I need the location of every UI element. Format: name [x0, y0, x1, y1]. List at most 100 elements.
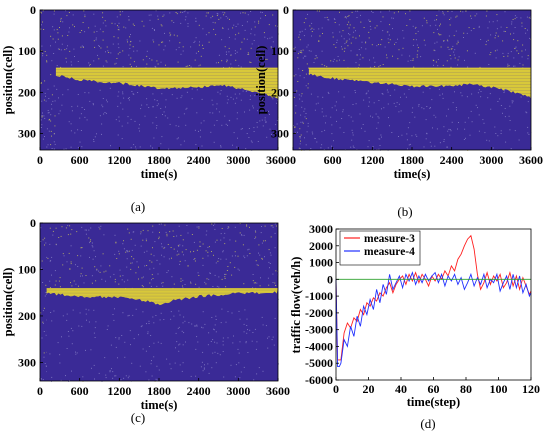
vehicle-dot — [518, 52, 520, 54]
vehicle-dot — [213, 141, 215, 143]
vehicle-dot — [56, 88, 58, 90]
vehicle-dot — [360, 14, 361, 16]
vehicle-dot — [348, 115, 350, 117]
vehicle-dot — [433, 32, 435, 34]
vehicle-dot — [191, 234, 193, 235]
vehicle-dot — [221, 308, 223, 310]
vehicle-dot — [198, 275, 200, 276]
y-tick-label: 100 — [18, 262, 36, 276]
vehicle-dot — [255, 260, 257, 262]
vehicle-dot — [393, 102, 395, 104]
vehicle-dot — [308, 50, 310, 52]
vehicle-dot — [175, 49, 177, 51]
vehicle-dot — [451, 121, 453, 123]
vehicle-dot — [95, 321, 97, 323]
vehicle-dot — [321, 50, 323, 52]
vehicle-dot — [41, 116, 43, 118]
vehicle-dot — [260, 232, 262, 234]
vehicle-dot — [227, 266, 229, 267]
vehicle-dot — [65, 375, 66, 377]
vehicle-dot — [462, 11, 464, 13]
vehicle-dot — [417, 47, 419, 49]
vehicle-dot — [317, 102, 319, 104]
vehicle-dot — [361, 41, 363, 43]
vehicle-dot — [80, 255, 82, 257]
vehicle-dot — [92, 246, 94, 248]
vehicle-dot — [350, 116, 352, 118]
vehicle-dot — [173, 315, 175, 317]
vehicle-dot — [502, 40, 504, 42]
x-tick-label: 600 — [324, 153, 342, 167]
vehicle-dot — [123, 248, 125, 250]
vehicle-dot — [159, 263, 161, 265]
vehicle-dot — [208, 246, 210, 248]
vehicle-dot — [197, 272, 199, 274]
vehicle-dot — [224, 46, 226, 48]
vehicle-dot — [218, 258, 220, 259]
vehicle-dot — [450, 17, 452, 19]
vehicle-dot — [141, 20, 143, 22]
vehicle-dot — [527, 58, 529, 60]
vehicle-dot — [348, 27, 350, 29]
vehicle-dot — [521, 22, 523, 24]
vehicle-dot — [118, 283, 120, 285]
vehicle-dot — [437, 59, 439, 60]
vehicle-dot — [176, 138, 178, 140]
vehicle-dot — [313, 28, 315, 30]
vehicle-dot — [113, 273, 115, 275]
vehicle-dot — [110, 52, 112, 54]
vehicle-dot — [250, 28, 252, 30]
vehicle-dot — [96, 133, 97, 135]
vehicle-dot — [450, 58, 452, 60]
vehicle-dot — [190, 66, 192, 68]
vehicle-dot — [246, 325, 248, 326]
vehicle-dot — [179, 42, 181, 44]
vehicle-dot — [247, 352, 249, 353]
vehicle-dot — [425, 138, 427, 140]
vehicle-dot — [77, 61, 79, 62]
vehicle-dot — [205, 234, 207, 236]
vehicle-dot — [261, 316, 263, 318]
vehicle-dot — [351, 11, 353, 13]
vehicle-dot — [164, 45, 166, 47]
vehicle-dot — [448, 128, 450, 130]
vehicle-dot — [107, 50, 109, 52]
vehicle-dot — [348, 15, 350, 17]
vehicle-dot — [146, 265, 148, 266]
vehicle-dot — [269, 252, 271, 254]
vehicle-dot — [406, 25, 408, 26]
vehicle-dot — [79, 141, 81, 143]
vehicle-dot — [307, 122, 309, 124]
vehicle-dot — [261, 56, 263, 58]
vehicle-dot — [182, 50, 184, 52]
vehicle-dot — [383, 107, 385, 109]
vehicle-dot — [198, 130, 199, 132]
vehicle-dot — [170, 34, 172, 36]
vehicle-dot — [405, 96, 407, 98]
vehicle-dot — [503, 56, 505, 57]
vehicle-dot — [382, 64, 384, 65]
vehicle-dot — [301, 100, 303, 102]
vehicle-dot — [300, 95, 302, 97]
vehicle-dot — [48, 112, 50, 114]
vehicle-dot — [126, 258, 128, 260]
vehicle-dot — [473, 28, 475, 29]
vehicle-dot — [215, 319, 217, 320]
vehicle-dot — [321, 131, 323, 133]
below-jam-mask — [55, 75, 279, 150]
vehicle-dot — [105, 60, 107, 62]
vehicle-dot — [223, 376, 225, 378]
vehicle-dot — [449, 134, 451, 136]
vehicle-dot — [301, 50, 302, 52]
vehicle-dot — [184, 260, 186, 262]
vehicle-dot — [213, 254, 214, 256]
vehicle-dot — [171, 20, 173, 22]
vehicle-dot — [208, 32, 210, 34]
vehicle-dot — [85, 349, 86, 351]
vehicle-dot — [341, 35, 343, 37]
vehicle-dot — [229, 18, 230, 20]
vehicle-dot — [125, 251, 127, 253]
vehicle-dot — [114, 23, 116, 25]
vehicle-dot — [102, 65, 104, 67]
vehicle-dot — [194, 258, 196, 260]
